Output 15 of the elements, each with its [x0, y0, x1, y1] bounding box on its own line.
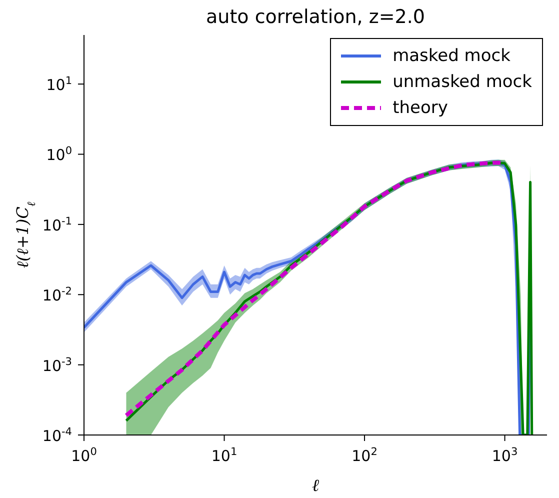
x-axis-title: ℓ [312, 476, 320, 496]
x-tick-label: 10$^{3}$ [492, 446, 518, 465]
legend-label: unmasked mock [392, 72, 532, 92]
y-tick-label: 10$^{-2}$ [42, 286, 72, 305]
y-tick-label: 10$^{-4}$ [42, 426, 72, 445]
y-tick-label: 10$^{1}$ [46, 75, 72, 94]
x-tick-label: 10$^{1}$ [211, 446, 238, 465]
legend-label: masked mock [392, 46, 510, 66]
legend-label: theory [392, 98, 448, 118]
chart-title: auto correlation, z=2.0 [205, 6, 426, 28]
x-tick-label: 10$^{2}$ [352, 446, 378, 465]
y-tick-label: 10$^{-1}$ [42, 215, 72, 234]
y-tick-label: 10$^{-3}$ [42, 356, 72, 375]
x-tick-label: 10$^{0}$ [71, 446, 97, 465]
y-tick-label: 10$^{0}$ [46, 145, 72, 164]
